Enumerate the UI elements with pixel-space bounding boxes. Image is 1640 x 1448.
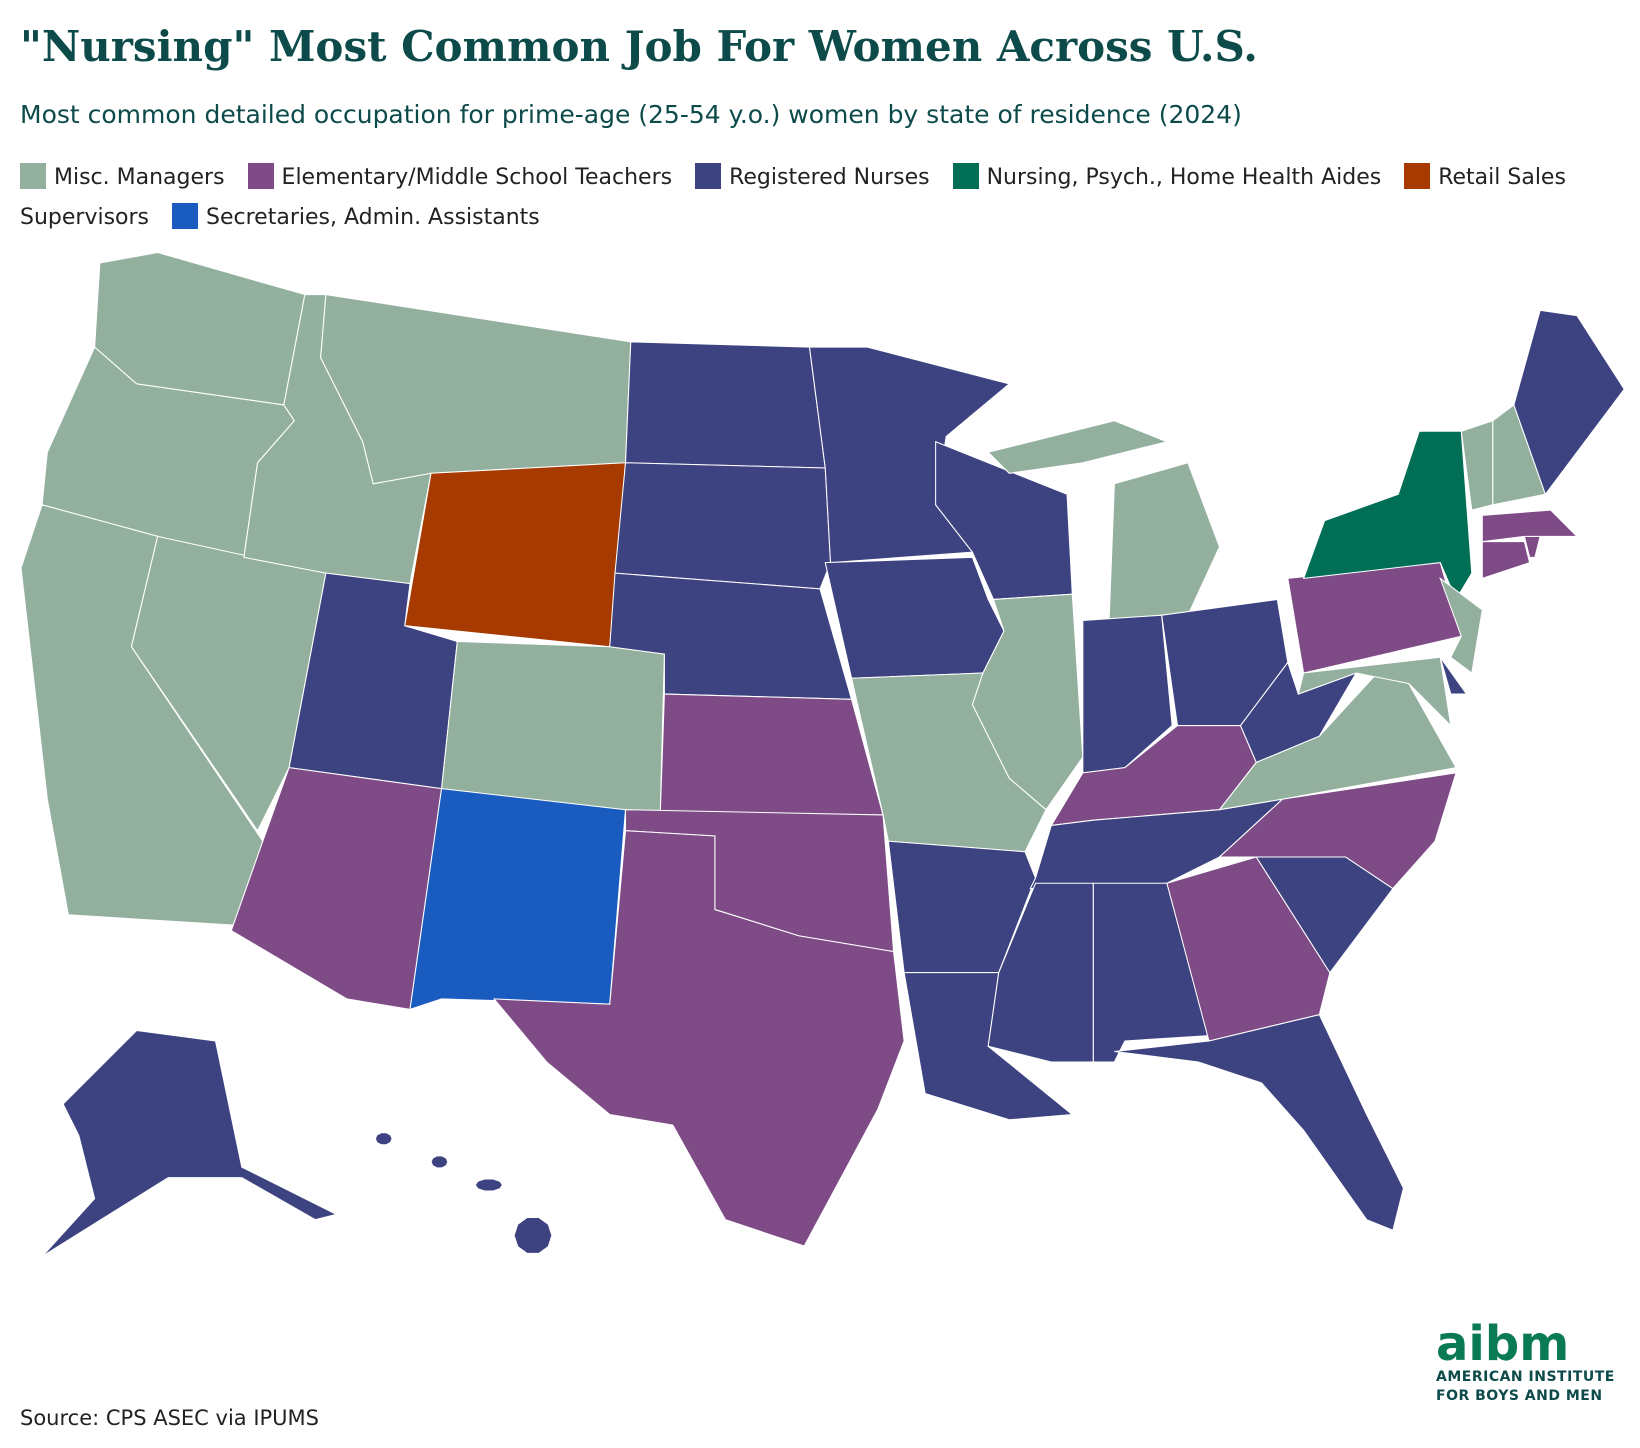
state <box>1114 1014 1405 1231</box>
legend-label: Secretaries, Admin. Assistants <box>206 205 540 230</box>
legend-label: Retail Sales Supervisors <box>20 165 1566 230</box>
state <box>887 840 1037 974</box>
state <box>409 788 627 1011</box>
state <box>659 693 884 816</box>
legend-item: Registered Nurses <box>695 163 930 190</box>
state <box>1439 576 1483 674</box>
state <box>1481 541 1531 580</box>
legend-label: Misc. Managers <box>54 165 225 190</box>
state <box>492 830 905 1247</box>
legend: Misc. Managers Elementary/Middle School … <box>20 158 1600 238</box>
state <box>1439 656 1468 695</box>
legend-swatch <box>952 163 979 189</box>
state <box>624 341 826 469</box>
state <box>614 462 832 590</box>
state <box>440 640 665 816</box>
subtitle: Most common detailed occupation for prim… <box>20 100 1242 129</box>
state <box>374 1132 553 1254</box>
legend-swatch <box>1404 163 1431 189</box>
legend-item: Secretaries, Admin. Assistants <box>172 203 540 230</box>
legend-item: Retail Sales Supervisors <box>20 163 1566 230</box>
source: Source: CPS ASEC via IPUMS <box>20 1406 319 1430</box>
logo-mark: aibm <box>1436 1316 1570 1372</box>
legend-label: Registered Nurses <box>729 165 930 190</box>
state <box>1166 856 1331 1042</box>
state <box>824 556 1005 679</box>
state <box>320 293 632 485</box>
state <box>987 420 1221 622</box>
title: "Nursing" Most Common Job For Women Acro… <box>20 22 1258 71</box>
legend-label: Elementary/Middle School Teachers <box>281 165 673 190</box>
state <box>404 462 627 648</box>
legend-item: Elementary/Middle School Teachers <box>247 163 673 190</box>
state <box>1481 509 1579 543</box>
logo-text: AMERICAN INSTITUTE <box>1436 1369 1615 1385</box>
state <box>1287 562 1462 674</box>
legend-swatch <box>695 163 722 189</box>
state <box>1082 614 1173 774</box>
state <box>1513 309 1625 496</box>
legend-item: Nursing, Psych., Home Health Aides <box>952 163 1382 190</box>
state <box>971 593 1084 811</box>
logo: aibm AMERICAN INSTITUTE FOR BOYS AND MEN <box>1436 1320 1615 1406</box>
logo-text: FOR BOYS AND MEN <box>1436 1388 1603 1404</box>
legend-item: Misc. Managers <box>20 163 225 190</box>
legend-swatch <box>172 203 199 229</box>
legend-swatch <box>247 163 274 189</box>
state <box>41 1029 338 1257</box>
legend-label: Nursing, Psych., Home Health Aides <box>986 165 1382 190</box>
legend-swatch <box>20 163 46 189</box>
